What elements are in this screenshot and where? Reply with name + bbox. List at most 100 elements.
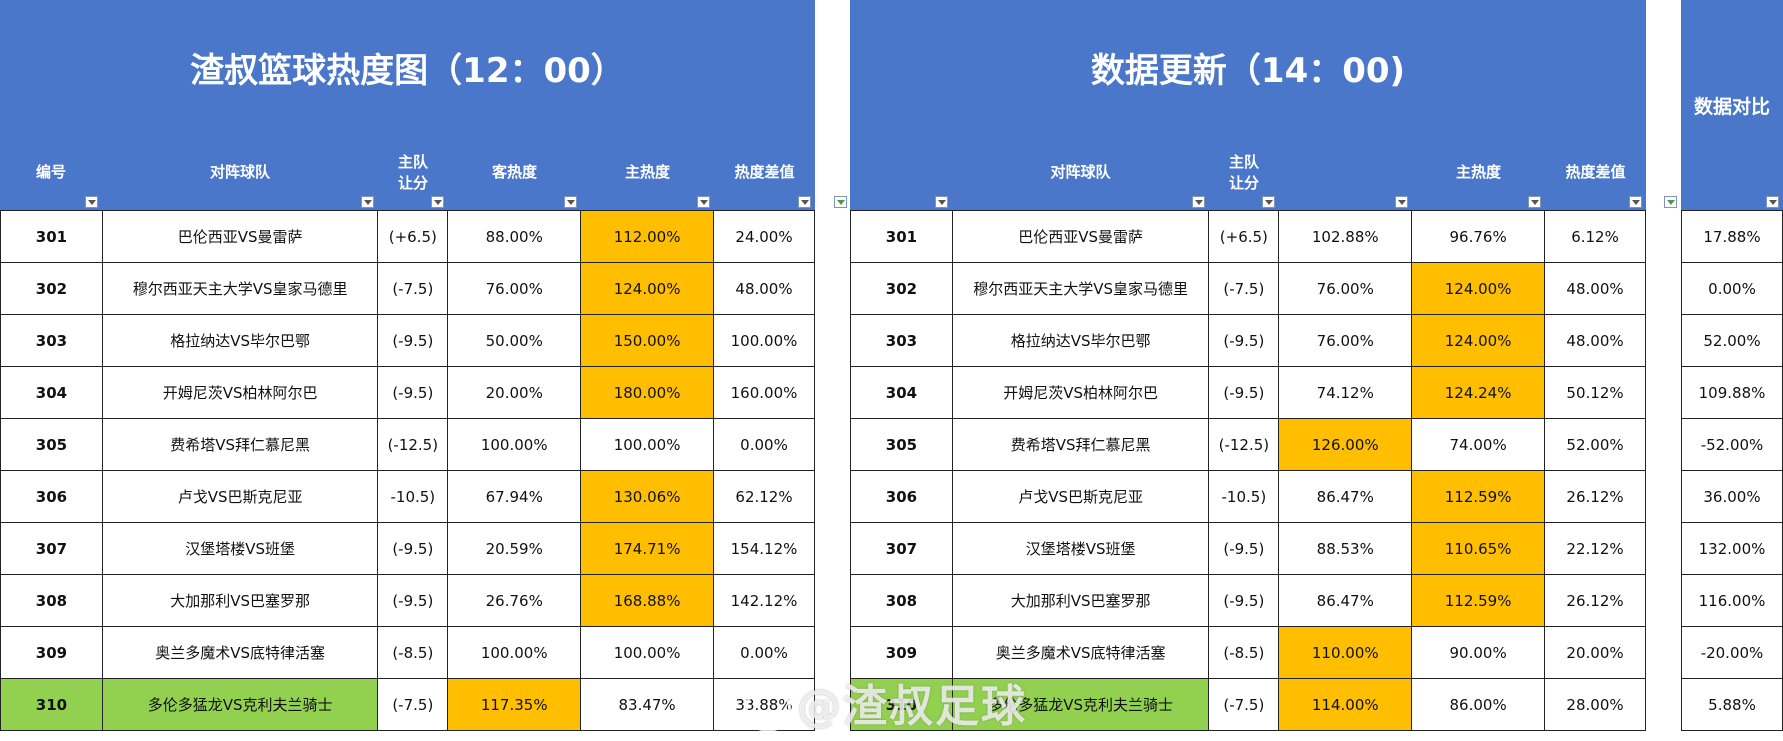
cell-handicap[interactable]: (-12.5) <box>1208 418 1280 471</box>
filter-dropdown-icon[interactable] <box>798 196 811 208</box>
cell-away-heat[interactable]: 110.00% <box>1278 626 1413 679</box>
cell-handicap[interactable]: (-9.5) <box>1208 314 1280 367</box>
cell-teams[interactable]: 格拉纳达VS毕尔巴鄂 <box>951 314 1210 367</box>
cell-teams[interactable]: 多伦多猛龙VS克利夫兰骑士 <box>101 678 379 731</box>
cell-home-heat[interactable]: 86.00% <box>1411 678 1546 731</box>
cell-heat-diff[interactable]: 26.12% <box>1544 470 1646 523</box>
cell-away-heat[interactable]: 76.00% <box>447 262 582 315</box>
cell-heat-diff[interactable]: 28.00% <box>1544 678 1646 731</box>
cell-id[interactable]: 301 <box>0 210 103 263</box>
filter-dropdown-icon[interactable] <box>697 196 710 208</box>
cell-teams[interactable]: 巴伦西亚VS曼雷萨 <box>101 210 379 263</box>
cell-compare-value[interactable]: 5.88% <box>1681 678 1783 731</box>
cell-away-heat[interactable]: 126.00% <box>1278 418 1413 471</box>
cell-heat-diff[interactable]: 52.00% <box>1544 418 1646 471</box>
cell-home-heat[interactable]: 112.59% <box>1411 470 1546 523</box>
cell-teams[interactable]: 大加那利VS巴塞罗那 <box>101 574 379 627</box>
cell-teams[interactable]: 奥兰多魔术VS底特律活塞 <box>101 626 379 679</box>
cell-heat-diff[interactable]: 48.00% <box>1544 262 1646 315</box>
cell-id[interactable]: 302 <box>0 262 103 315</box>
filter-dropdown-icon[interactable] <box>1192 196 1205 208</box>
cell-teams[interactable]: 奥兰多魔术VS底特律活塞 <box>951 626 1210 679</box>
cell-id[interactable]: 302 <box>850 262 953 315</box>
cell-teams[interactable]: 多伦多猛龙VS克利夫兰骑士 <box>951 678 1210 731</box>
cell-heat-diff[interactable]: 26.12% <box>1544 574 1646 627</box>
cell-heat-diff[interactable]: 50.12% <box>1544 366 1646 419</box>
cell-handicap[interactable]: (-9.5) <box>1208 522 1280 575</box>
cell-away-heat[interactable]: 86.47% <box>1278 470 1413 523</box>
cell-teams[interactable]: 汉堡塔楼VS班堡 <box>951 522 1210 575</box>
cell-heat-diff[interactable]: 160.00% <box>713 366 815 419</box>
cell-id[interactable]: 307 <box>0 522 103 575</box>
filter-dropdown-icon[interactable] <box>361 196 374 208</box>
cell-home-heat[interactable]: 174.71% <box>580 522 715 575</box>
cell-home-heat[interactable]: 100.00% <box>580 626 715 679</box>
cell-heat-diff[interactable]: 154.12% <box>713 522 815 575</box>
cell-heat-diff[interactable]: 142.12% <box>713 574 815 627</box>
cell-compare-value[interactable]: 52.00% <box>1681 314 1783 367</box>
cell-id[interactable]: 305 <box>0 418 103 471</box>
cell-heat-diff[interactable]: 24.00% <box>713 210 815 263</box>
cell-compare-value[interactable]: -52.00% <box>1681 418 1783 471</box>
cell-teams[interactable]: 开姆尼茨VS柏林阿尔巴 <box>101 366 379 419</box>
cell-handicap[interactable]: (-12.5) <box>377 418 449 471</box>
cell-home-heat[interactable]: 96.76% <box>1411 210 1546 263</box>
cell-home-heat[interactable]: 74.00% <box>1411 418 1546 471</box>
cell-id[interactable]: 306 <box>850 470 953 523</box>
cell-home-heat[interactable]: 90.00% <box>1411 626 1546 679</box>
cell-home-heat[interactable]: 130.06% <box>580 470 715 523</box>
cell-teams[interactable]: 费希塔VS拜仁慕尼黑 <box>101 418 379 471</box>
cell-id[interactable]: 309 <box>0 626 103 679</box>
cell-handicap[interactable]: (-9.5) <box>1208 574 1280 627</box>
cell-handicap[interactable]: (-7.5) <box>377 262 449 315</box>
cell-away-heat[interactable]: 20.00% <box>447 366 582 419</box>
filter-dropdown-icon[interactable] <box>85 196 98 208</box>
cell-id[interactable]: 305 <box>850 418 953 471</box>
cell-id[interactable]: 307 <box>850 522 953 575</box>
cell-away-heat[interactable]: 74.12% <box>1278 366 1413 419</box>
cell-id[interactable]: 303 <box>850 314 953 367</box>
cell-handicap[interactable]: (-7.5) <box>1208 678 1280 731</box>
filter-dropdown-icon[interactable] <box>431 196 444 208</box>
cell-home-heat[interactable]: 168.88% <box>580 574 715 627</box>
cell-away-heat[interactable]: 100.00% <box>447 418 582 471</box>
filter-dropdown-icon[interactable] <box>1528 196 1541 208</box>
cell-home-heat[interactable]: 124.00% <box>1411 262 1546 315</box>
cell-home-heat[interactable]: 124.00% <box>580 262 715 315</box>
cell-away-heat[interactable]: 114.00% <box>1278 678 1413 731</box>
cell-handicap[interactable]: (+6.5) <box>377 210 449 263</box>
cell-heat-diff[interactable]: 6.12% <box>1544 210 1646 263</box>
cell-away-heat[interactable]: 76.00% <box>1278 314 1413 367</box>
cell-home-heat[interactable]: 124.00% <box>1411 314 1546 367</box>
cell-id[interactable]: 304 <box>0 366 103 419</box>
cell-handicap[interactable]: (-9.5) <box>377 522 449 575</box>
cell-teams[interactable]: 巴伦西亚VS曼雷萨 <box>951 210 1210 263</box>
cell-handicap[interactable]: (-7.5) <box>1208 262 1280 315</box>
cell-home-heat[interactable]: 112.59% <box>1411 574 1546 627</box>
cell-away-heat[interactable]: 88.00% <box>447 210 582 263</box>
cell-handicap[interactable]: (-9.5) <box>377 574 449 627</box>
cell-id[interactable]: 308 <box>0 574 103 627</box>
cell-id[interactable]: 304 <box>850 366 953 419</box>
cell-home-heat[interactable]: 112.00% <box>580 210 715 263</box>
cell-heat-diff[interactable]: 48.00% <box>713 262 815 315</box>
cell-compare-value[interactable]: 0.00% <box>1681 262 1783 315</box>
cell-compare-value[interactable]: 116.00% <box>1681 574 1783 627</box>
cell-heat-diff[interactable]: 22.12% <box>1544 522 1646 575</box>
cell-handicap[interactable]: (-9.5) <box>1208 366 1280 419</box>
cell-teams[interactable]: 开姆尼茨VS柏林阿尔巴 <box>951 366 1210 419</box>
cell-handicap[interactable]: (-8.5) <box>1208 626 1280 679</box>
filter-dropdown-icon[interactable] <box>1629 196 1642 208</box>
cell-handicap[interactable]: (-9.5) <box>377 366 449 419</box>
cell-home-heat[interactable]: 100.00% <box>580 418 715 471</box>
cell-id[interactable]: 308 <box>850 574 953 627</box>
cell-teams[interactable]: 大加那利VS巴塞罗那 <box>951 574 1210 627</box>
cell-teams[interactable]: 费希塔VS拜仁慕尼黑 <box>951 418 1210 471</box>
cell-teams[interactable]: 格拉纳达VS毕尔巴鄂 <box>101 314 379 367</box>
cell-away-heat[interactable]: 100.00% <box>447 626 582 679</box>
cell-handicap[interactable]: -10.5) <box>377 470 449 523</box>
cell-teams[interactable]: 穆尔西亚天主大学VS皇家马德里 <box>951 262 1210 315</box>
cell-teams[interactable]: 穆尔西亚天主大学VS皇家马德里 <box>101 262 379 315</box>
cell-heat-diff[interactable]: 0.00% <box>713 626 815 679</box>
cell-teams[interactable]: 卢戈VS巴斯克尼亚 <box>101 470 379 523</box>
